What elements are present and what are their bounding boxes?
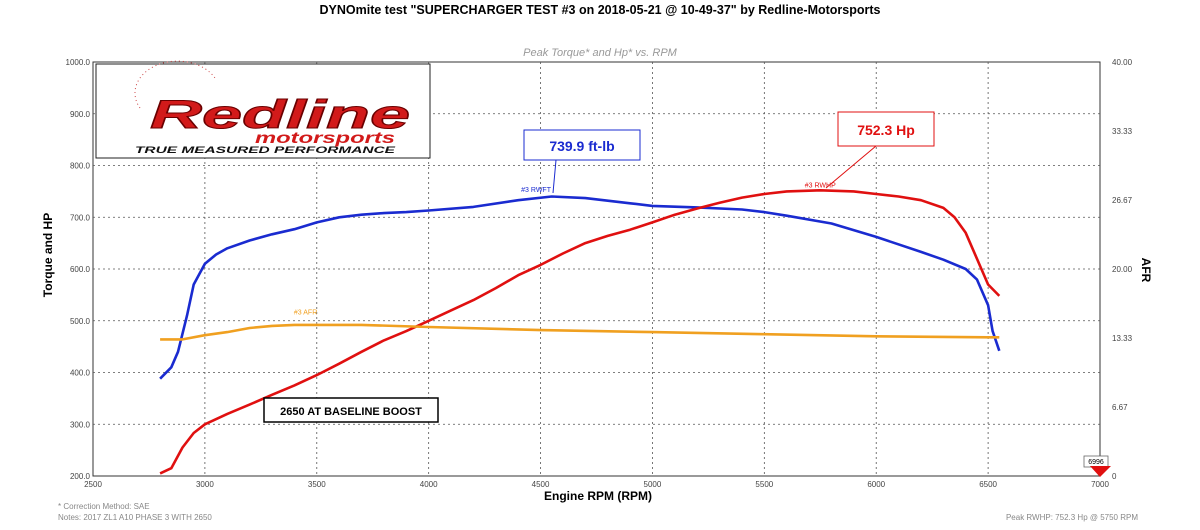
y-tick-label: 1000.0 <box>66 58 91 67</box>
boost-note-label: 2650 AT BASELINE BOOST <box>280 406 422 418</box>
torque-peak-label: 739.9 ft-lb <box>549 138 614 154</box>
logo-brand-text: Redline <box>150 93 410 137</box>
rpm-marker: 6996 <box>1083 455 1111 477</box>
y2-tick-label: 26.67 <box>1112 196 1133 205</box>
y-tick-label: 400.0 <box>70 369 91 378</box>
build-notes: Notes: 2017 ZL1 A10 PHASE 3 WITH 2650 <box>58 513 212 522</box>
y2-tick-label: 33.33 <box>1112 127 1133 136</box>
hp-peak-label: 752.3 Hp <box>857 122 915 138</box>
x-tick-label: 4000 <box>420 480 438 489</box>
redline-logo: Redline motorsports TRUE MEASURED PERFOR… <box>95 60 431 159</box>
y2-tick-label: 6.67 <box>1112 403 1128 412</box>
y-tick-label: 300.0 <box>70 420 91 429</box>
y-tick-label: 600.0 <box>70 265 91 274</box>
y-tick-label: 500.0 <box>70 317 91 326</box>
x-tick-label: 3500 <box>308 480 326 489</box>
chart-subtitle: Peak Torque* and Hp* vs. RPM <box>523 47 678 59</box>
torque-peak-callout: 739.9 ft-lb <box>523 129 641 194</box>
boost-note-callout: 2650 AT BASELINE BOOST <box>263 397 439 423</box>
series-line-0 <box>159 195 1001 380</box>
logo-sub-text: motorsports <box>255 130 395 147</box>
y-axis-title: Torque and HP <box>41 213 55 297</box>
series-label-1: #3 RWHP <box>805 182 836 189</box>
x-tick-label: 4500 <box>532 480 550 489</box>
x-tick-label: 3000 <box>196 480 214 489</box>
series-layer: #3 RWFT #3 RWHP #3 AFR <box>159 182 1001 475</box>
x-tick-label: 6000 <box>867 480 885 489</box>
grid-lines <box>93 62 1100 476</box>
x-tick-label: 2500 <box>84 480 102 489</box>
rpm-marker-value: 6996 <box>1088 459 1104 466</box>
y2-axis-title: AFR <box>1139 258 1153 283</box>
x-axis-title: Engine RPM (RPM) <box>544 489 652 503</box>
y-tick-label: 900.0 <box>70 110 91 119</box>
correction-method-note: * Correction Method: SAE <box>58 502 150 511</box>
rpm-marker-triangle <box>1090 466 1111 477</box>
series-label-0: #3 RWFT <box>521 187 552 194</box>
y2-tick-label: 40.00 <box>1112 58 1133 67</box>
y-tick-label: 200.0 <box>70 472 91 481</box>
peak-rwhp-note: Peak RWHP: 752.3 Hp @ 5750 RPM <box>1006 513 1138 522</box>
chart-main-title: DYNOmite test "SUPERCHARGER TEST #3 on 2… <box>319 3 881 17</box>
x-tick-label: 5000 <box>644 480 662 489</box>
x-tick-label: 7000 <box>1091 480 1109 489</box>
y2-tick-label: 0 <box>1112 472 1117 481</box>
x-tick-label: 6500 <box>979 480 997 489</box>
y-tick-label: 700.0 <box>70 213 91 222</box>
y-tick-label: 800.0 <box>70 162 91 171</box>
x-tick-label: 5500 <box>755 480 773 489</box>
logo-tagline-text: TRUE MEASURED PERFORMANCE <box>135 145 397 155</box>
series-line-1 <box>159 189 1001 475</box>
axis-ticks: 2500 3000 3500 4000 4500 5000 5500 6000 6500 7000… <box>66 58 1133 489</box>
hp-peak-callout: 752.3 Hp <box>825 111 935 189</box>
y2-tick-label: 20.00 <box>1112 265 1133 274</box>
y2-tick-label: 13.33 <box>1112 334 1133 343</box>
series-label-2: #3 AFR <box>294 310 317 317</box>
series-line-2 <box>160 323 1000 341</box>
